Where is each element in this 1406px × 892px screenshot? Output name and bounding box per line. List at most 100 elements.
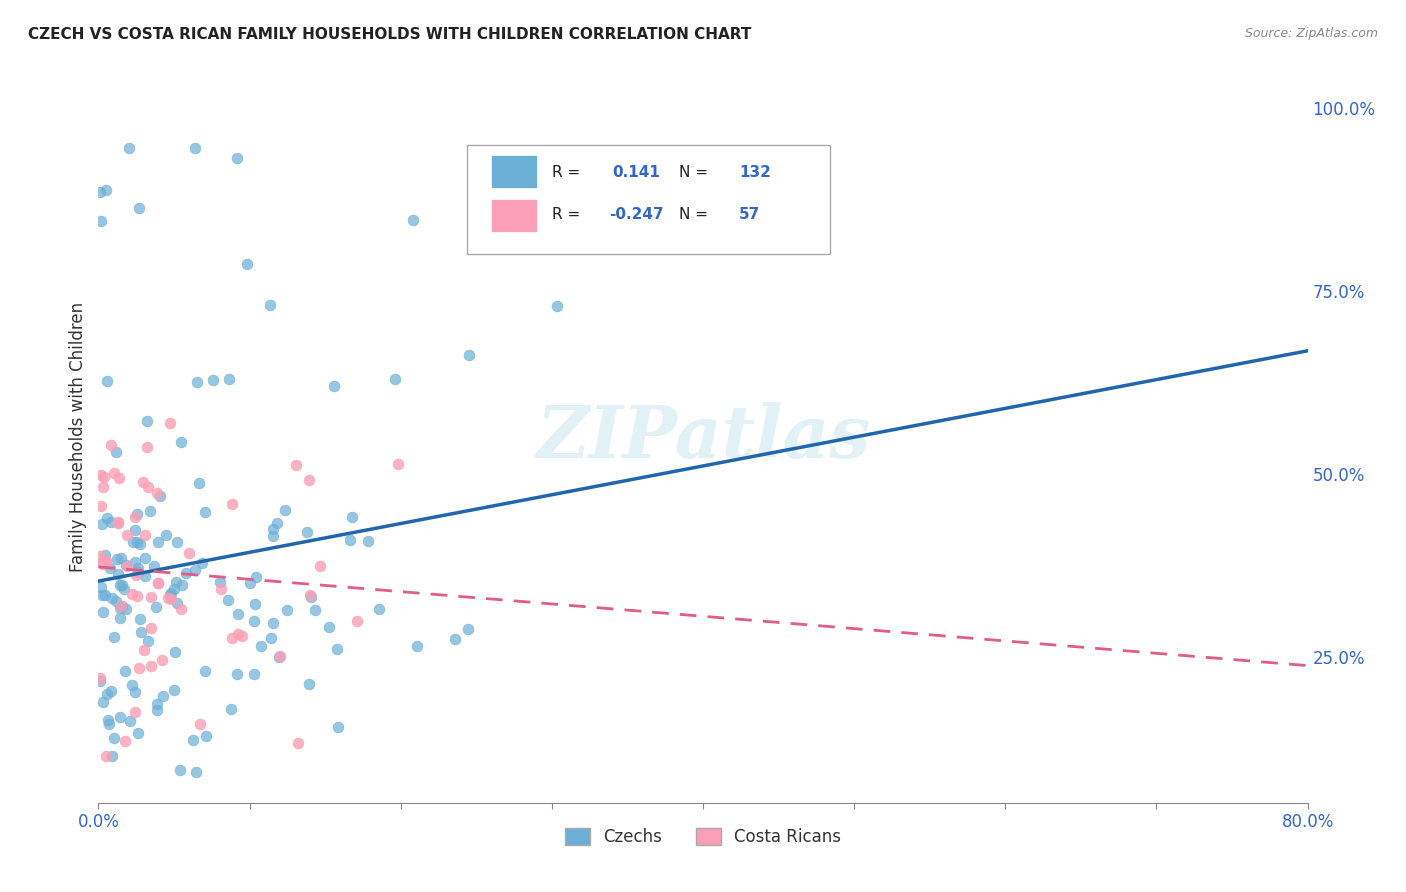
Point xyxy=(139,503,162,517)
Point xyxy=(444,632,467,647)
Point xyxy=(96,374,118,388)
Point xyxy=(250,639,273,653)
Point xyxy=(127,560,149,574)
Point xyxy=(125,507,148,521)
Point xyxy=(266,516,288,530)
Point xyxy=(165,575,187,590)
Point xyxy=(346,615,368,629)
Point xyxy=(169,763,191,777)
Point xyxy=(129,537,152,551)
Point xyxy=(160,592,183,607)
Point xyxy=(225,151,247,165)
Point xyxy=(91,588,114,602)
Point xyxy=(129,612,152,626)
Point xyxy=(159,416,181,430)
Point xyxy=(124,685,146,699)
Point xyxy=(115,528,138,542)
Point xyxy=(110,599,132,613)
Point xyxy=(190,556,212,570)
Point xyxy=(325,641,347,656)
Point xyxy=(94,548,117,562)
Point xyxy=(183,733,205,747)
Point xyxy=(94,588,117,602)
Point xyxy=(187,476,209,491)
Point xyxy=(163,645,186,659)
Point xyxy=(146,576,169,591)
Point xyxy=(184,765,207,780)
Point xyxy=(125,589,148,603)
Point xyxy=(299,588,322,602)
Point xyxy=(221,498,243,512)
Point xyxy=(115,558,138,573)
Point xyxy=(458,348,481,362)
Text: ZIPatlas: ZIPatlas xyxy=(536,401,870,473)
Point xyxy=(136,634,159,648)
Point xyxy=(124,555,146,569)
Point xyxy=(93,605,115,619)
Point xyxy=(136,441,159,455)
Text: -0.247: -0.247 xyxy=(609,207,664,222)
Point xyxy=(100,438,122,452)
Point xyxy=(202,373,225,387)
Point xyxy=(114,665,136,679)
Text: 57: 57 xyxy=(740,207,761,222)
Point xyxy=(546,299,568,313)
Point xyxy=(115,558,138,572)
Point xyxy=(94,556,117,570)
Point xyxy=(157,591,180,606)
Point xyxy=(298,473,321,487)
Point xyxy=(384,372,406,386)
Text: CZECH VS COSTA RICAN FAMILY HOUSEHOLDS WITH CHILDREN CORRELATION CHART: CZECH VS COSTA RICAN FAMILY HOUSEHOLDS W… xyxy=(28,27,751,42)
Point xyxy=(96,687,118,701)
Point xyxy=(91,695,114,709)
Point xyxy=(259,298,281,312)
Point xyxy=(91,480,114,494)
Point xyxy=(226,607,249,621)
Point xyxy=(97,714,120,728)
Point xyxy=(120,714,142,729)
Point xyxy=(94,749,117,764)
Text: R =: R = xyxy=(551,165,581,180)
Point xyxy=(162,682,184,697)
FancyBboxPatch shape xyxy=(492,155,537,188)
Point xyxy=(103,731,125,745)
Point xyxy=(298,676,321,690)
Point xyxy=(285,458,308,472)
Point xyxy=(260,631,283,645)
Point xyxy=(152,689,174,703)
Point xyxy=(194,506,217,520)
Point xyxy=(125,568,148,582)
Point xyxy=(141,658,163,673)
Point xyxy=(262,528,284,542)
Point xyxy=(89,186,111,200)
Point xyxy=(402,212,425,227)
Point xyxy=(108,611,131,625)
Point xyxy=(110,551,132,566)
Point xyxy=(107,516,129,530)
Text: 0.141: 0.141 xyxy=(613,165,661,180)
Point xyxy=(127,725,149,739)
Point xyxy=(141,621,163,635)
Point xyxy=(134,528,156,542)
Point xyxy=(129,624,152,639)
Point xyxy=(100,561,122,575)
Point xyxy=(172,578,194,592)
Point xyxy=(245,570,267,584)
Point xyxy=(134,569,156,583)
Point xyxy=(90,555,112,569)
Point xyxy=(209,575,232,590)
Point xyxy=(269,649,291,664)
Point xyxy=(89,674,111,689)
Text: R =: R = xyxy=(551,207,581,222)
Point xyxy=(194,729,217,743)
Legend: Czechs, Costa Ricans: Czechs, Costa Ricans xyxy=(558,822,848,853)
Point xyxy=(146,697,169,711)
FancyBboxPatch shape xyxy=(467,145,830,254)
Point xyxy=(262,616,284,631)
Point xyxy=(368,601,391,615)
Point xyxy=(141,591,163,605)
Point xyxy=(134,550,156,565)
FancyBboxPatch shape xyxy=(492,199,537,232)
Point xyxy=(105,445,128,459)
Point xyxy=(184,563,207,577)
